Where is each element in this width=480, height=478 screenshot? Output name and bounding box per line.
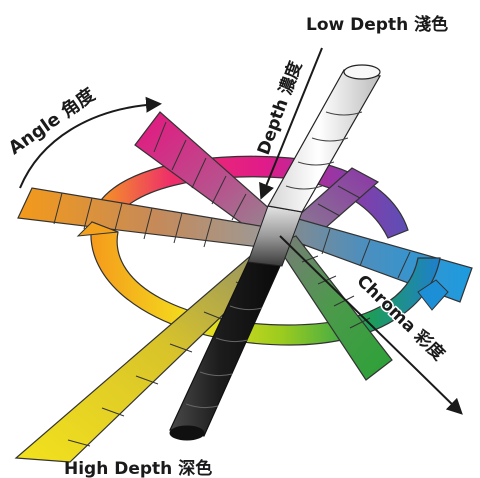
hue-ring-front: [76, 221, 449, 346]
chroma-arrow: [279, 235, 463, 415]
depth-arrow: [259, 47, 323, 200]
label-high-depth: High Depth 深色: [64, 458, 212, 478]
label-low-depth: Low Depth 淺色: [306, 14, 448, 35]
angle-arrow: [19, 96, 162, 189]
depth-cylinder-upper: [267, 64, 381, 213]
depth-cylinder-lower: [169, 261, 281, 441]
